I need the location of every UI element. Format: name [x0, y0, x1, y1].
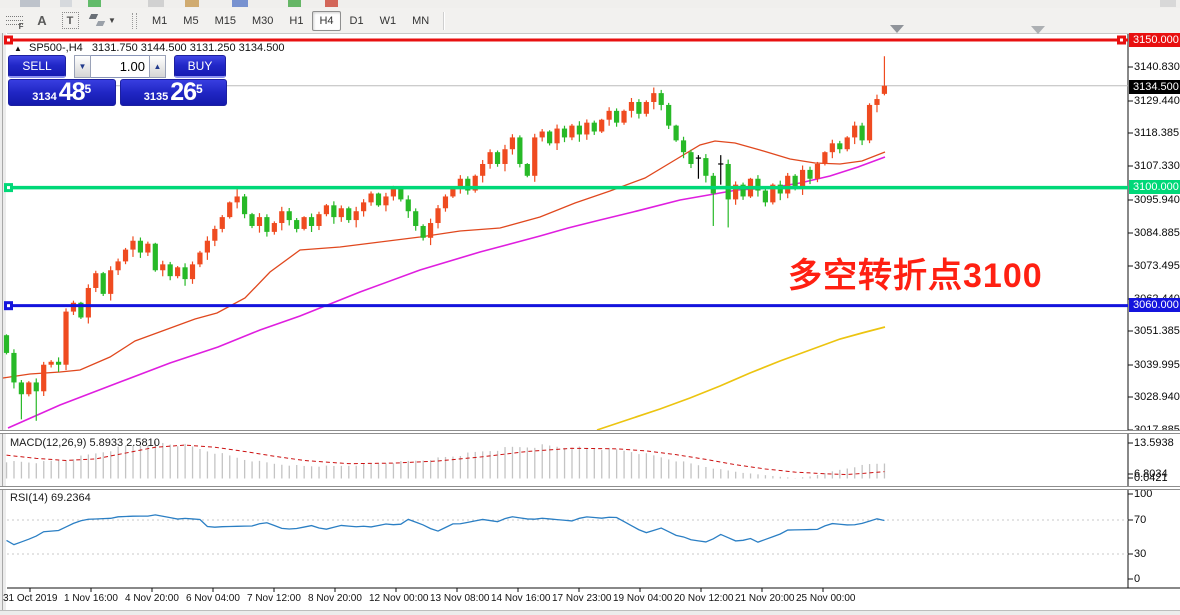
clipped-icon-fragment [148, 0, 164, 7]
bid-price-sup: 5 [84, 82, 92, 96]
ask-price-prefix: 3135 [143, 91, 169, 103]
bid-price-tile[interactable]: 3134 48 5 [8, 79, 116, 106]
clipped-icon-fragment [20, 0, 40, 7]
chart-symbol-title: ▲ SP500-,H4 3131.750 3144.500 3131.250 3… [14, 42, 285, 54]
time-tick-label: 17 Nov 23:00 [552, 593, 612, 604]
time-tick-label: 31 Oct 2019 [3, 593, 58, 604]
clipped-icon-fragment [288, 0, 301, 7]
clipped-icon-fragment [60, 0, 72, 7]
ask-price-sup: 5 [196, 82, 203, 96]
ask-price-big: 26 [170, 78, 197, 106]
panel-separator-rsi[interactable] [0, 486, 1180, 490]
price-level-badge: 3060.000 [1129, 298, 1180, 312]
time-tick-label: 8 Nov 20:00 [308, 593, 362, 604]
time-tick-label: 25 Nov 00:00 [796, 593, 856, 604]
window-left-edge [2, 33, 3, 610]
symbol-marker-icon: ▲ [14, 44, 22, 53]
rsi-scale-label: 30 [1134, 548, 1147, 560]
price-tick-label: 3051.385 [1134, 325, 1180, 337]
toolbar-drag-handle[interactable] [132, 12, 137, 29]
clipped-icon-fragment [232, 0, 248, 7]
time-tick-label: 6 Nov 04:00 [186, 593, 240, 604]
price-tick-label: 3084.885 [1134, 227, 1180, 239]
bid-price-prefix: 3134 [32, 91, 57, 103]
timeframe-button-m5[interactable]: M5 [183, 14, 199, 27]
price-level-badge: 3100.000 [1129, 180, 1180, 194]
time-tick-label: 12 Nov 00:00 [369, 593, 429, 604]
chart-annotation-text[interactable]: 多空转折点3100 [788, 257, 1043, 295]
dotted-frame-icon: T [61, 12, 79, 29]
clipped-icon-fragment [1160, 0, 1176, 7]
time-tick-label: 21 Nov 20:00 [735, 593, 795, 604]
crosshair-grid-icon[interactable]: F [2, 11, 26, 31]
price-level-badge: 3150.000 [1129, 33, 1180, 47]
timeframe-button-h1[interactable]: H1 [289, 14, 304, 27]
price-level-badge: 3134.500 [1129, 80, 1180, 94]
object-anchor-triangle2-icon[interactable] [1031, 26, 1045, 34]
arrow-shapes-icon [88, 13, 106, 28]
one-click-trading-panel: SELL ▼ ▲ BUY 3134 48 5 3135 26 5 [8, 55, 227, 108]
rsi-scale-label: 0 [1134, 573, 1141, 585]
time-tick-label: 7 Nov 12:00 [247, 593, 301, 604]
price-tick-label: 3028.940 [1134, 391, 1180, 403]
price-tick-label: 3107.330 [1134, 160, 1180, 172]
panel-separator-macd[interactable] [0, 430, 1180, 434]
timeframe-button-h4[interactable]: H4 [312, 10, 341, 31]
chart-toolbar: F A T ▼ M1 M5 M15 M30 H1 H4 D1 W1 MN [0, 8, 1180, 34]
price-tick-label: 3039.995 [1134, 359, 1180, 371]
rsi-scale-label: 100 [1134, 488, 1153, 500]
shapes-tool-icon[interactable]: ▼ [86, 11, 120, 31]
price-tick-label: 3095.940 [1134, 194, 1180, 206]
macd-scale-label: 0.0421 [1134, 472, 1168, 484]
grid-lines-icon: F [5, 14, 24, 31]
ask-price-tile[interactable]: 3135 26 5 [119, 78, 227, 106]
price-tick-label: 3140.830 [1134, 61, 1180, 73]
clipped-icon-fragment [185, 0, 199, 7]
timeframe-button-w1[interactable]: W1 [379, 14, 397, 27]
timeframe-button-mn[interactable]: MN [412, 14, 430, 27]
buy-button[interactable]: BUY [174, 55, 226, 78]
chart-background[interactable] [0, 33, 1180, 610]
time-tick-label: 14 Nov 16:00 [491, 593, 551, 604]
timeframe-button-m15[interactable]: M15 [214, 14, 236, 27]
volume-input[interactable] [91, 55, 149, 78]
clipped-icon-fragment [88, 0, 101, 7]
sell-button[interactable]: SELL [8, 55, 66, 78]
clipped-icon-fragment [325, 0, 338, 7]
time-tick-label: 13 Nov 08:00 [430, 593, 490, 604]
timeframe-button-m1[interactable]: M1 [152, 14, 168, 27]
rsi-indicator-label: RSI(14) 69.2364 [10, 492, 91, 504]
toolbar-separator [443, 11, 445, 30]
macd-indicator-label: MACD(12,26,9) 5.8933 2.5810 [10, 437, 160, 449]
window-bottom-edge [0, 610, 1180, 615]
macd-scale-label: 13.5938 [1134, 437, 1174, 449]
time-tick-label: 19 Nov 04:00 [613, 593, 673, 604]
price-tick-label: 3129.440 [1134, 95, 1180, 107]
bid-price-big: 48 [58, 78, 86, 106]
volume-decrease-button[interactable]: ▼ [74, 55, 91, 78]
symbol-name: SP500-,H4 [28, 42, 83, 54]
time-tick-label: 20 Nov 12:00 [674, 593, 734, 604]
symbol-ohlc: 3131.750 3144.500 3131.250 3134.500 [91, 42, 285, 54]
timeframe-button-d1[interactable]: D1 [349, 14, 364, 27]
text-label-icon[interactable]: A [37, 13, 47, 28]
object-anchor-triangle-icon[interactable] [890, 25, 904, 33]
time-tick-label: 1 Nov 16:00 [64, 593, 118, 604]
chevron-down-icon: ▼ [108, 16, 116, 25]
timeframe-button-m30[interactable]: M30 [251, 14, 274, 27]
macd-scale-label: 6.8034 [1134, 468, 1168, 480]
price-tick-label: 3118.385 [1134, 127, 1180, 139]
price-tick-label: 3073.495 [1134, 260, 1180, 272]
volume-increase-button[interactable]: ▲ [149, 55, 166, 78]
text-tool-icon[interactable]: T [58, 11, 82, 31]
rsi-scale-label: 70 [1134, 514, 1147, 526]
time-tick-label: 4 Nov 20:00 [125, 593, 179, 604]
